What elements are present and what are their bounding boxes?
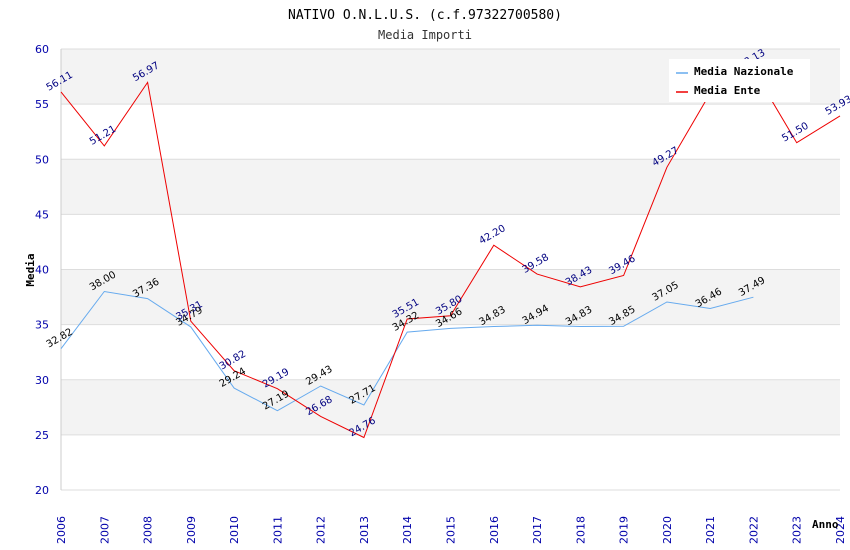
x-tick-label: 2019 — [618, 516, 631, 544]
x-axis-label: Anno — [812, 518, 839, 531]
x-tick-label: 2022 — [747, 516, 760, 544]
x-tick-label: 2014 — [401, 516, 414, 544]
grid-band — [61, 324, 840, 380]
grid-band — [61, 379, 840, 435]
y-axis-ticks: 20 25 30 35 40 45 50 55 60 — [35, 43, 49, 497]
grid-band — [61, 159, 840, 215]
x-tick-label: 2021 — [704, 516, 717, 544]
x-tick-label: 2012 — [315, 516, 328, 544]
y-tick-label: 45 — [35, 208, 49, 221]
y-tick-label: 50 — [35, 153, 49, 166]
y-tick-label: 60 — [35, 43, 49, 56]
y-tick-label: 25 — [35, 429, 49, 442]
grid-band — [61, 434, 840, 490]
y-tick-label: 55 — [35, 98, 49, 111]
x-tick-label: 2008 — [142, 516, 155, 544]
y-tick-label: 20 — [35, 484, 49, 497]
y-tick-label: 30 — [35, 374, 49, 387]
y-tick-label: 35 — [35, 319, 49, 332]
x-tick-label: 2007 — [98, 516, 111, 544]
legend-box — [669, 59, 810, 102]
legend-label-media-nazionale: Media Nazionale — [694, 65, 794, 78]
y-axis-label: Media — [24, 253, 37, 286]
grid-band — [61, 214, 840, 270]
x-tick-label: 2024 — [834, 516, 847, 544]
x-tick-label: 2011 — [271, 516, 284, 544]
x-tick-label: 2023 — [791, 516, 804, 544]
chart-subtitle: Media Importi — [378, 28, 472, 42]
x-tick-label: 2009 — [185, 516, 198, 544]
x-tick-label: 2015 — [445, 516, 458, 544]
x-tick-label: 2010 — [228, 516, 241, 544]
y-tick-label: 40 — [35, 264, 49, 277]
series-line-media-nazionale — [60, 290, 754, 412]
x-tick-label: 2016 — [488, 516, 501, 544]
x-tick-label: 2013 — [358, 516, 371, 544]
x-tick-label: 2006 — [55, 516, 68, 544]
x-tick-label: 2017 — [531, 516, 544, 544]
grid-bands — [60, 48, 840, 491]
legend: Media Nazionale Media Ente — [669, 59, 810, 102]
x-axis-ticks: 2006 2007 2008 2009 2010 2011 2012 2013 2014 2015… — [55, 516, 847, 544]
chart-title: NATIVO O.N.L.U.S. (c.f.97322700580) — [288, 8, 562, 23]
x-tick-label: 2018 — [574, 516, 587, 544]
x-tick-label: 2020 — [661, 516, 674, 544]
grid-band — [61, 104, 840, 160]
legend-label-media-ente: Media Ente — [694, 84, 761, 97]
